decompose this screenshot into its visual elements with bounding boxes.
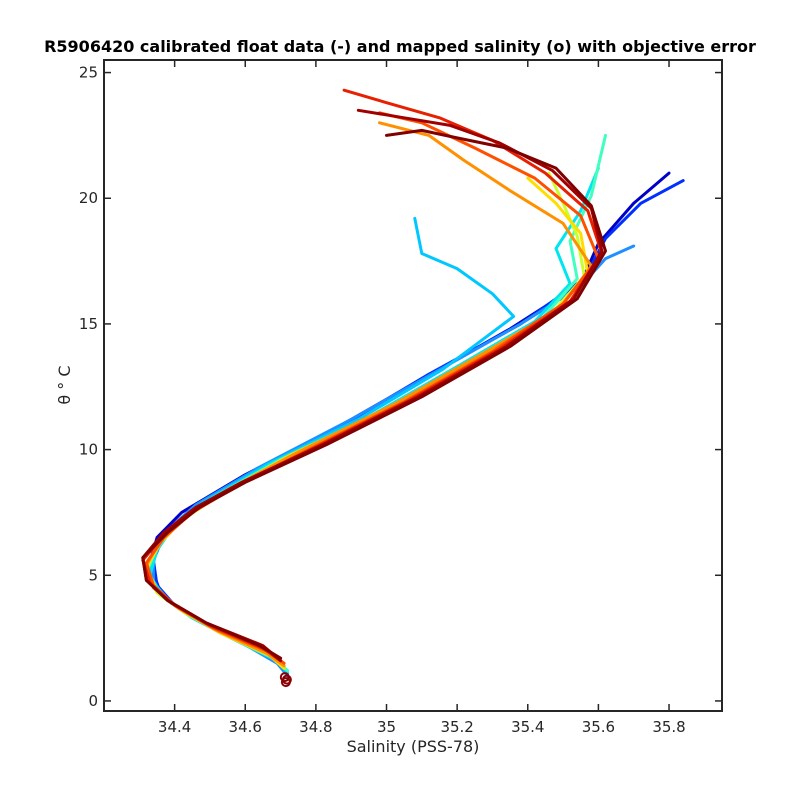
y-tick-label: 10 [79,441,98,459]
chart-title: R5906420 calibrated float data (-) and m… [44,37,756,56]
x-tick-label: 35.4 [511,718,544,736]
series-layer [141,88,685,678]
profile-line-4 [148,216,516,675]
profile-line-6 [144,133,607,673]
profile-line-13 [141,128,607,660]
profile-line-1 [148,171,671,678]
profile-line-9 [144,121,593,668]
x-tick-label: 35 [377,718,396,736]
x-tick-label: 34.6 [229,718,262,736]
y-tick-label: 25 [79,64,98,82]
x-tick-label: 35.8 [652,718,685,736]
mapped-point [281,674,292,685]
y-tick-label: 0 [88,692,98,710]
profile-line-12 [141,108,604,663]
mapped-points-layer [279,672,292,688]
plot-frame [103,59,723,712]
profile-line-10 [144,111,600,665]
x-tick-label: 34.8 [299,718,332,736]
y-axis-label: θ ° C [55,365,74,404]
y-tick-label: 15 [79,315,98,333]
x-tick-label: 35.2 [440,718,473,736]
mapped-point [279,672,290,683]
y-tick-label: 5 [88,566,98,584]
y-axis: 0 5 10 15 20 25 [79,64,722,710]
x-axis-label: Salinity (PSS-78) [347,737,480,756]
x-tick-label: 34.4 [158,718,191,736]
y-tick-label: 20 [79,189,98,207]
x-axis: 34.4 34.6 34.8 35 35.2 35.4 35.6 35.8 [158,60,686,736]
x-tick-label: 35.6 [582,718,615,736]
